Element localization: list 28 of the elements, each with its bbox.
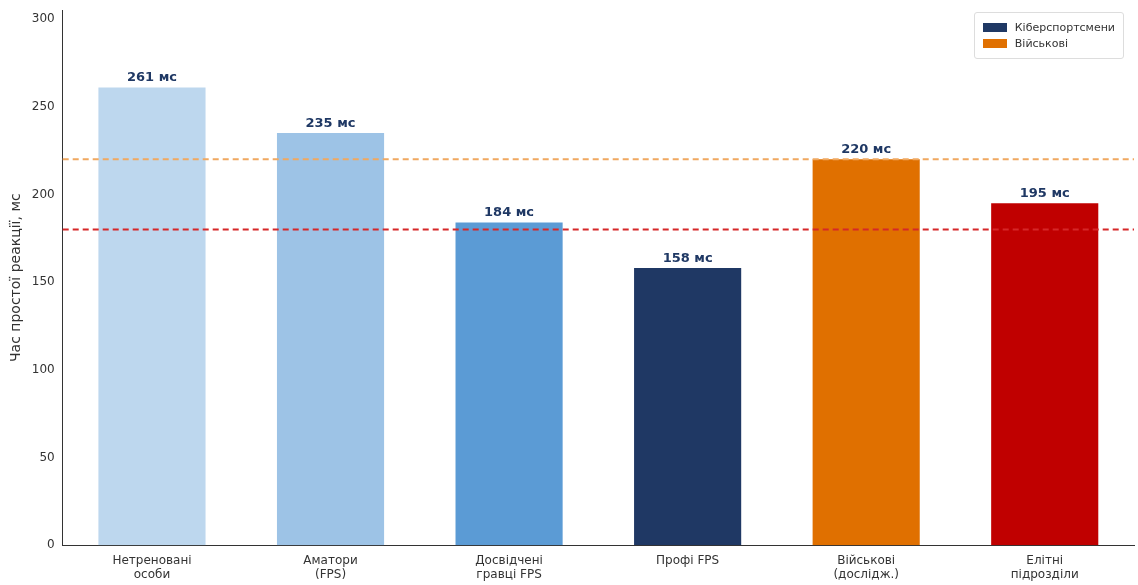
x-tick-label: Військові (дослідж.)	[833, 552, 899, 581]
x-tick-label: Нетреновані особи	[112, 552, 192, 581]
data-label: 158 мс	[662, 249, 713, 265]
bar	[634, 268, 742, 546]
x-tick-label: Елітні підрозділи	[1010, 552, 1079, 581]
data-label: 195 мс	[1019, 185, 1070, 201]
y-tick-label: 100	[31, 361, 55, 376]
y-tick-label: 300	[31, 11, 55, 26]
bar	[455, 222, 563, 546]
x-tick-label: Досвідчені гравці FPS	[475, 552, 543, 581]
y-axis-title: Час простої реакції, мс	[7, 193, 24, 363]
bar	[276, 132, 385, 546]
legend-label: Військові	[1014, 37, 1068, 51]
y-tick-label: 0	[47, 537, 55, 552]
legend-label: Кіберспортсмени	[1014, 21, 1115, 35]
y-tick-label: 250	[31, 98, 55, 113]
bar	[991, 203, 1099, 546]
data-label: 220 мс	[841, 141, 892, 157]
x-tick-label: Профі FPS	[656, 552, 720, 567]
bar	[98, 87, 206, 546]
y-tick-label: 150	[31, 274, 55, 289]
data-label: 261 мс	[126, 69, 177, 85]
data-label: 235 мс	[305, 114, 356, 130]
data-label: 184 мс	[484, 204, 535, 220]
y-tick-label: 200	[31, 186, 55, 201]
y-tick-label: 50	[39, 449, 55, 464]
x-tick-label: Аматори (FPS)	[303, 552, 358, 581]
bar	[812, 159, 920, 546]
